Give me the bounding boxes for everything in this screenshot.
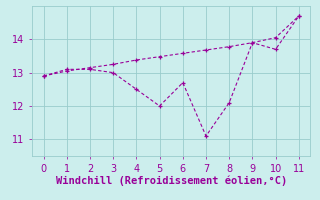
X-axis label: Windchill (Refroidissement éolien,°C): Windchill (Refroidissement éolien,°C) [56, 175, 287, 186]
